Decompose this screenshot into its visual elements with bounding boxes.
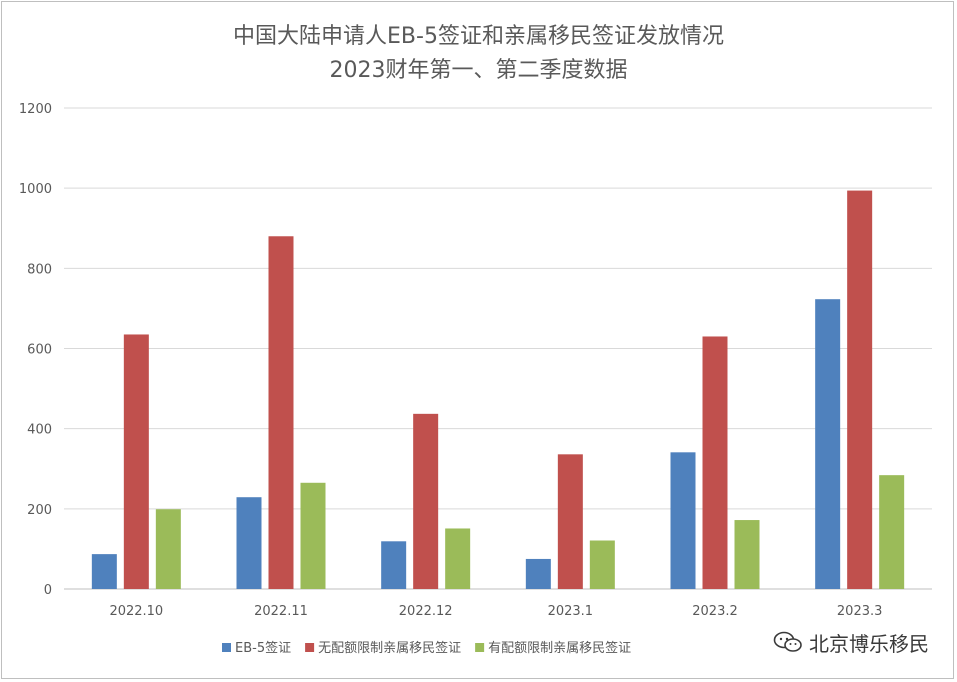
y-tick-label: 200 [27,503,52,518]
legend-swatch [222,643,231,652]
legend-label: 有配额限制亲属移民签证 [488,640,631,656]
legend: EB-5签证 无配额限制亲属移民签证 有配额限制亲属移民签证 [222,640,631,656]
gridlines [64,107,932,590]
bar [589,540,615,589]
bar [91,554,117,589]
y-tick-label: 1000 [19,182,52,197]
y-tick-label: 0 [44,583,52,598]
bars [91,190,905,590]
x-tick-label: 2023.3 [837,604,883,619]
bar [557,454,583,589]
bar [815,299,841,589]
legend-swatch [475,643,485,652]
watermark: 北京博乐移民 [773,626,929,658]
bar [670,452,696,589]
y-tick-label: 600 [27,343,52,358]
legend-swatch [305,643,315,652]
y-tick-label: 1200 [19,102,52,117]
y-tick-label: 800 [27,262,52,277]
bar [413,413,439,589]
bar [525,558,551,589]
x-tick-label: 2023.1 [548,604,594,619]
bar [268,236,294,589]
legend-label: EB-5签证 [235,640,291,656]
bar [734,520,760,589]
watermark-text: 北京博乐移民 [809,631,929,656]
x-tick-label: 2022.10 [109,604,163,619]
x-tick-label: 2022.12 [399,604,453,619]
y-tick-label: 400 [27,423,52,438]
chart-title: 中国大陆申请人EB-5签证和亲属移民签证发放情况 [233,24,724,49]
wechat-icon [773,631,802,652]
x-axis-ticks: 2022.10 2022.11 2022.12 2023.1 2023.2 2023.3 [109,604,882,619]
bar [445,528,471,589]
bar [381,541,407,589]
x-tick-label: 2022.11 [254,604,308,619]
y-axis-ticks: 0 200 400 600 800 1000 1200 [19,102,52,598]
bar [236,497,262,589]
bar [123,334,149,589]
chart-subtitle: 2023财年第一、第二季度数据 [329,58,628,83]
bar [879,475,905,589]
bar [702,336,728,589]
legend-label: 无配额限制亲属移民签证 [318,640,461,656]
bar [155,509,181,589]
bar [847,190,873,590]
bar [300,482,326,589]
x-tick-label: 2023.2 [692,604,738,619]
